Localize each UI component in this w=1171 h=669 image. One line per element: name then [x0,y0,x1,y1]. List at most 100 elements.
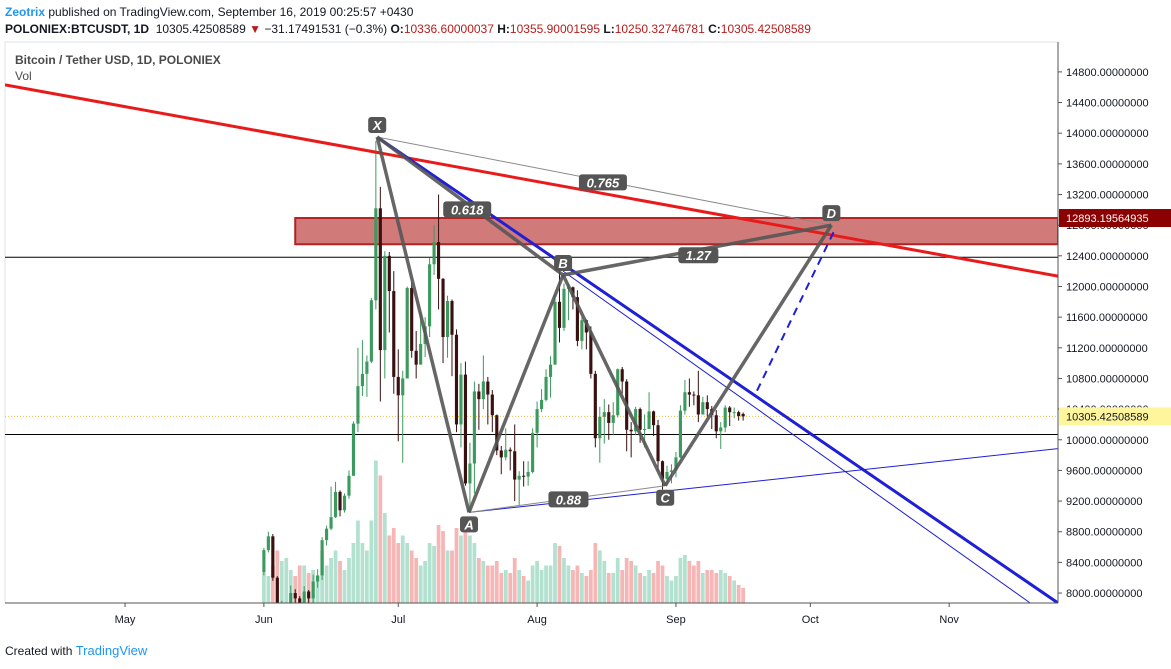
candle-body [611,415,615,423]
x-tick-label: May [115,614,136,626]
candle-body [643,429,647,431]
l: 10250.32746781 [614,22,705,36]
candle-body [463,374,468,484]
candle-body [580,320,584,341]
volume-bar [391,528,396,603]
y-tick-label: 9200.00000000 [1066,496,1142,508]
volume-bar [736,585,741,603]
o: 10336.60000037 [403,22,494,36]
candle-body [665,471,669,479]
y-tick-label: 14800.00000000 [1066,67,1149,79]
volume-bar [544,565,548,603]
y-tick-label: 10800.00000000 [1066,373,1149,385]
ratio-label: 1.27 [686,248,712,263]
volume-bar [651,573,656,603]
pattern-leg [375,136,471,513]
candle-body [607,412,611,423]
pattern-point-label-box [822,205,841,222]
l-label: L: [603,22,615,36]
candle-body [535,409,539,433]
volume-bar [633,565,638,603]
volume-bar [436,525,441,603]
volume-bar [414,558,419,603]
volume-bar [485,565,490,603]
candle-body [419,343,423,365]
pattern-leg [663,224,833,487]
volume-bar [732,580,737,603]
volume-bar [284,558,289,603]
candle-body [616,369,620,416]
candle-body [369,300,373,362]
header: Zeotrix published on TradingView.com, Se… [5,4,811,38]
y-tick-label: 13600.00000000 [1066,159,1149,171]
candle-body [454,334,459,425]
candle-body [495,415,499,451]
volume-bar [539,570,544,603]
candle-body [696,395,700,415]
candle-body [522,475,526,477]
price-label: 12893.19564935 [1066,213,1149,225]
pattern-point-label: B [558,256,567,271]
candle-body [266,536,270,551]
quote-line: POLONIEX:BTCUSDT, 1D 10305.42508589 ▼ −3… [5,21,811,38]
volume-bar [512,558,517,603]
candle-body [701,402,705,415]
volume-bar [588,570,593,603]
volume-bar [427,543,432,603]
volume-bar [445,550,450,603]
volume-bar [405,543,410,603]
candle-body [387,255,391,292]
volume-bar [566,565,571,603]
candle-body [316,575,320,582]
candle-body [508,449,512,452]
ratio-label-box [578,174,627,191]
brand[interactable]: TradingView [75,643,148,658]
candle-body [656,425,660,462]
created: Created with [5,644,73,658]
trend-line [756,228,836,392]
volume-bar [521,576,526,603]
volume-bar [629,561,634,603]
candle-body [307,591,311,599]
volume-bar [548,565,553,603]
candle-body [459,374,463,425]
volume-bar [718,570,723,603]
volume-bar [705,570,710,603]
candle-body [575,297,579,341]
h-label: H: [497,22,510,36]
price-label-box [1059,407,1171,426]
candle-body [540,399,544,410]
zone [294,217,1058,246]
candle-body [441,278,445,338]
volume-bar [454,528,459,603]
candle-body [634,409,638,432]
candle-body [347,475,351,496]
volume-bar [262,573,266,603]
candle-body [293,593,297,599]
candle-body [365,361,369,374]
price-label-box [1059,209,1171,228]
x-tick-label: Nov [939,614,959,626]
volume-bar [279,561,284,603]
candle-body [741,413,745,417]
author[interactable]: Zeotrix [5,5,46,19]
volume-bar [378,475,383,603]
y-tick-label: 11600.00000000 [1066,312,1148,324]
candle-body [302,591,306,603]
volume-bar [315,576,320,603]
candle-body [602,412,606,417]
volume-bar [727,576,732,603]
y-tick-label: 9600.00000000 [1066,465,1142,477]
pattern-point-label: D [827,206,837,221]
volume-bar [333,550,338,603]
volume-bar [553,543,557,603]
volume-bar [642,576,647,603]
y-tick-label: 13200.00000000 [1066,190,1149,202]
candle-body [338,491,342,511]
y-tick-label: 12400.00000000 [1066,251,1149,263]
volume-bar [624,558,629,603]
candle-body [378,208,382,351]
c: 10305.42508589 [720,22,811,36]
ratio-label: 0.88 [556,492,582,507]
volume-bar [481,561,486,603]
